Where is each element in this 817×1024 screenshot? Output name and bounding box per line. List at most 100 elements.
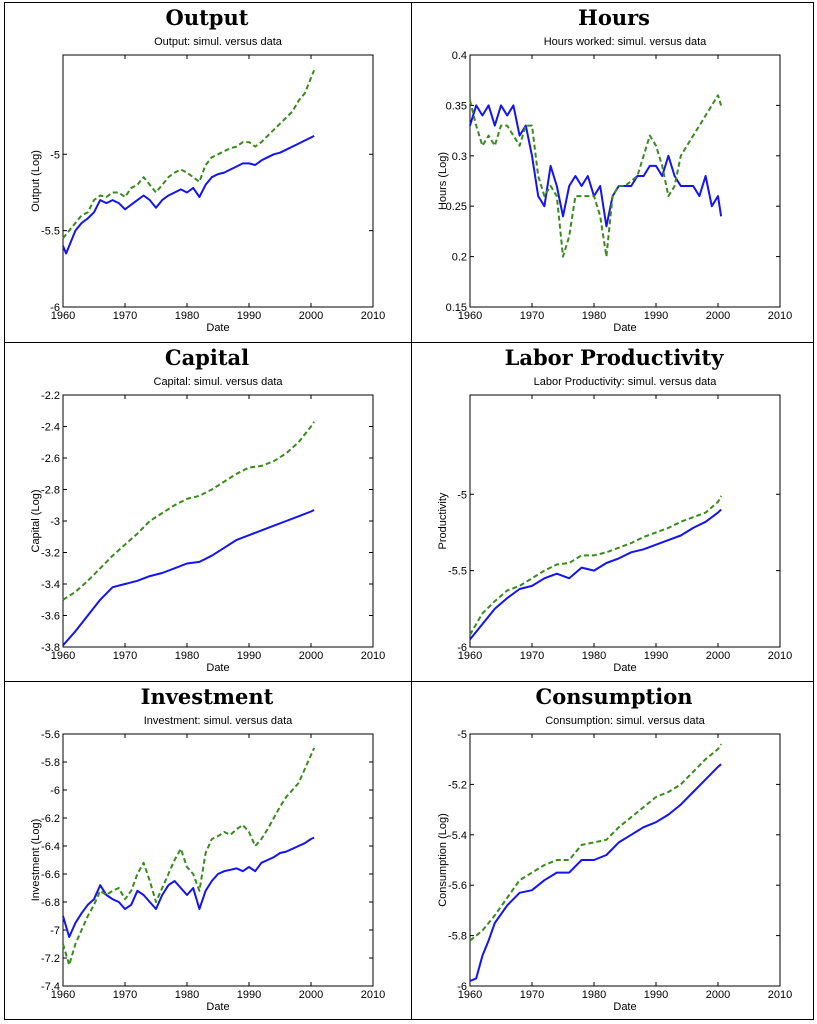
series-line-dashed [469,94,723,258]
panel-capital: Capital Capital: simul. versus data 1960 1… [5,343,409,681]
y-tick-label: -7.4 [41,981,60,993]
panel-investment: Investment Investment: simul. versus dat… [5,682,409,1020]
chart-subtitle: Hours worked: simul. versus data [544,36,707,48]
panel-labor-productivity: Labor Productivity Labor Productivity: s… [412,343,816,681]
y-tick-label: -6.4 [41,841,60,853]
plot-frame [469,54,781,308]
y-tick-label: -5 [457,729,467,741]
chart-subtitle: Capital: simul. versus data [154,376,284,388]
y-tick-label: 0.35 [446,100,467,112]
series-line-solid [62,135,315,255]
y-tick-label: -6 [457,981,467,993]
x-tick-label: 1980 [582,650,606,662]
y-tick-label: -5.5 [448,566,467,578]
x-tick-label: 1980 [175,310,199,322]
y-tick-label: -3 [50,516,60,528]
series-line-solid [62,836,315,938]
x-tick-label: 2000 [706,989,730,1001]
x-tick-label: 2010 [768,650,792,662]
series-line-solid [62,509,315,647]
x-tick-label: 2010 [361,989,385,1001]
y-tick-label: -5.8 [41,757,60,769]
x-axis-label: Date [613,662,636,674]
panel-title: Consumption [535,684,693,709]
y-tick-label: 0.3 [452,151,467,163]
x-tick-label: 2010 [768,310,792,322]
y-tick-label: -5.4 [448,830,467,842]
x-tick-label: 2000 [299,989,323,1001]
series-line-dashed [62,421,315,601]
panel-title: Hours [577,5,650,30]
x-tick-label: 2010 [361,310,385,322]
x-tick-label: 1980 [175,650,199,662]
chart-subtitle: Labor Productivity: simul. versus data [534,376,718,388]
y-tick-label: -6 [50,785,60,797]
panel-title: Investment [140,684,274,709]
y-tick-label: -2.2 [41,390,60,402]
divider-horizontal-2 [5,681,813,682]
x-tick-label: 1990 [237,310,261,322]
y-tick-label: -5.5 [41,226,60,238]
x-tick-label: 1970 [520,650,544,662]
chart-subtitle: Investment: simul. versus data [144,715,293,727]
x-axis-label: Date [206,322,229,334]
y-tick-label: 0.15 [446,302,467,314]
y-tick-label: -3.6 [41,611,60,623]
x-tick-label: 2000 [706,310,730,322]
x-tick-label: 1960 [51,989,75,1001]
chart-svg: Capital: simul. versus data 1960 1970 1980 1… [30,376,385,674]
x-axis-label: Date [613,322,636,334]
x-tick-label: 2010 [361,650,385,662]
plot-frame [469,394,781,648]
y-tick-label: -5.6 [448,880,467,892]
x-axis-label: Date [206,662,229,674]
y-tick-label: -3.8 [41,642,60,654]
panel-output: Output Output: simul. versus data 1960 197… [5,3,409,341]
y-tick-label: -2.8 [41,485,60,497]
y-tick-label: -5.8 [448,931,467,943]
plot-frame [469,733,781,987]
x-axis-label: Date [613,1001,636,1013]
series-line-solid [469,104,723,228]
chart-svg: Output: simul. versus data 1960 1970 1980 19… [30,36,385,334]
chart-subtitle: Consumption: simul. versus data [545,715,705,727]
y-tick-label: 0.4 [452,50,467,62]
y-tick-label: -6.2 [41,813,60,825]
chart-svg: Investment: simul. versus data 1960 1970 19… [30,715,385,1013]
chart-svg: Consumption: simul. versus data 1960 1970 1… [437,715,792,1013]
y-tick-label: -2.4 [41,422,60,434]
y-axis-label: Investment (Log) [30,819,42,902]
chart-subtitle: Output: simul. versus data [154,36,283,48]
x-tick-label: 2000 [706,650,730,662]
y-tick-label: -3.2 [41,548,60,560]
x-tick-label: 2000 [299,310,323,322]
x-tick-label: 1970 [113,310,137,322]
series-line-dashed [469,495,722,636]
y-tick-label: 0.2 [452,252,467,264]
x-axis-label: Date [206,1001,229,1013]
y-tick-label: -5.2 [448,779,467,791]
series-line-solid [469,763,722,982]
panel-hours: Hours Hours worked: simul. versus data 19… [412,3,816,341]
series-line-dashed [469,743,722,942]
figure-grid: Output Output: simul. versus data 1960 197… [4,2,814,1020]
plot-frame [62,54,374,308]
y-axis-label: Capital (Log) [30,490,42,553]
x-tick-label: 1990 [237,989,261,1001]
y-tick-label: -6.8 [41,897,60,909]
x-tick-label: 1980 [175,989,199,1001]
y-tick-label: -6.6 [41,869,60,881]
y-tick-label: -6 [50,302,60,314]
x-tick-label: 2000 [299,650,323,662]
chart-svg: Labor Productivity: simul. versus data 19… [437,376,792,674]
panel-title: Output [165,5,249,30]
x-tick-label: 1960 [458,650,482,662]
y-tick-label: -5.6 [41,729,60,741]
x-tick-label: 2010 [768,989,792,1001]
x-tick-label: 1970 [520,989,544,1001]
series-line-dashed [62,69,316,239]
divider-vertical [411,3,412,1019]
x-tick-label: 1990 [237,650,261,662]
y-tick-label: -7.2 [41,953,60,965]
y-axis-label: Hours (Log) [437,152,449,210]
